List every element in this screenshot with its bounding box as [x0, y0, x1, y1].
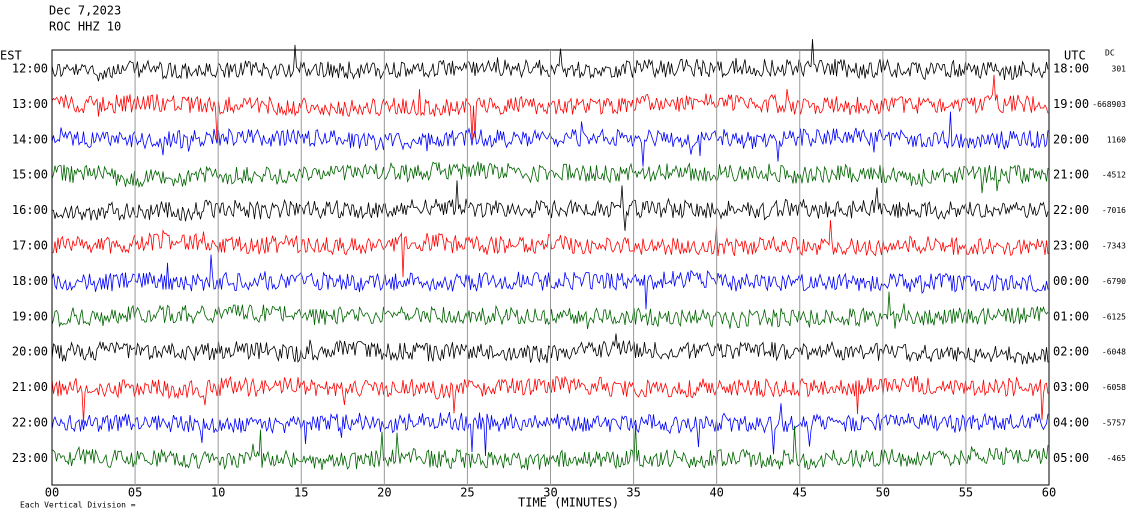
left-tick-label: 12:00: [12, 62, 48, 76]
left-tick-label: 13:00: [12, 97, 48, 111]
x-tick-label: 40: [709, 486, 723, 500]
right-tick-label: 04:00: [1053, 416, 1089, 430]
left-tick-label: 16:00: [12, 203, 48, 217]
x-tick-label: 50: [876, 486, 890, 500]
right-tick-label: 05:00: [1053, 451, 1089, 465]
right-tick-label: 00:00: [1053, 274, 1089, 288]
dc-value: -5757: [1102, 419, 1126, 428]
left-tick-label: 18:00: [12, 274, 48, 288]
left-tick-label: 21:00: [12, 380, 48, 394]
right-tick-label: 19:00: [1053, 97, 1089, 111]
x-tick-label: 25: [460, 486, 474, 500]
dc-value: -668903: [1092, 100, 1126, 109]
left-tick-label: 23:00: [12, 451, 48, 465]
dc-value: -465: [1107, 454, 1126, 463]
dc-value: -7016: [1102, 206, 1126, 215]
left-tick-label: 15:00: [12, 168, 48, 182]
x-axis-title: TIME (MINUTES): [518, 496, 619, 510]
dc-value: -7343: [1102, 242, 1126, 251]
left-axis-title: EST: [0, 49, 22, 63]
dc-value: -4512: [1102, 171, 1126, 180]
left-tick-label: 19:00: [12, 309, 48, 323]
dc-title: DC: [1105, 49, 1115, 58]
right-tick-label: 01:00: [1053, 309, 1089, 323]
x-tick-label: 60: [1042, 486, 1056, 500]
x-tick-label: 55: [959, 486, 973, 500]
dc-value: -6125: [1102, 312, 1126, 321]
left-tick-label: 14:00: [12, 132, 48, 146]
dc-value: 1160: [1107, 135, 1126, 144]
left-tick-label: 17:00: [12, 239, 48, 253]
date: Dec 7,2023: [49, 4, 121, 18]
left-tick-label: 20:00: [12, 345, 48, 359]
right-axis-title: UTC: [1064, 49, 1086, 63]
x-tick-label: 20: [377, 486, 391, 500]
x-tick-label: 10: [211, 486, 225, 500]
x-tick-label: 00: [45, 486, 59, 500]
station: ROC HHZ 10: [49, 20, 121, 34]
x-tick-label: 15: [294, 486, 308, 500]
x-tick-label: 45: [793, 486, 807, 500]
right-tick-label: 22:00: [1053, 203, 1089, 217]
right-tick-label: 23:00: [1053, 239, 1089, 253]
dc-value: -6048: [1102, 348, 1126, 357]
x-tick-label: 35: [626, 486, 640, 500]
dc-value: 301: [1112, 65, 1127, 74]
footer-note: Each Vertical Division =: [20, 501, 136, 510]
dc-value: -6790: [1102, 277, 1126, 286]
right-tick-label: 20:00: [1053, 132, 1089, 146]
x-tick-label: 30: [543, 486, 557, 500]
dc-value: -6058: [1102, 383, 1126, 392]
right-tick-label: 21:00: [1053, 168, 1089, 182]
right-tick-label: 18:00: [1053, 62, 1089, 76]
right-tick-label: 02:00: [1053, 345, 1089, 359]
left-tick-label: 22:00: [12, 416, 48, 430]
right-tick-label: 03:00: [1053, 380, 1089, 394]
x-tick-label: 05: [128, 486, 142, 500]
